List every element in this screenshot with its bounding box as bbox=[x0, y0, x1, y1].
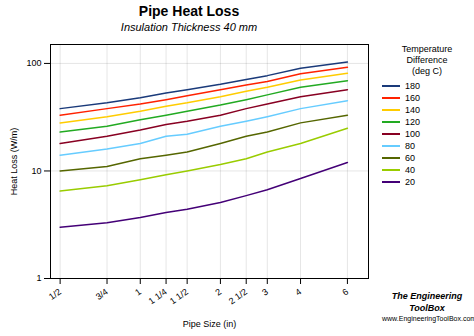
html-text:Insulation Thickness 40 mm: Insulation Thickness 40 mm bbox=[120, 21, 258, 33]
html-text:140: 140 bbox=[405, 105, 420, 115]
svg-text:3/4: 3/4 bbox=[94, 287, 110, 302]
svg-text:1/2: 1/2 bbox=[47, 287, 63, 302]
svg-text:1 1/2: 1 1/2 bbox=[168, 287, 190, 307]
html-text:Temperature Difference (deg C): Temperature Difference (deg C) bbox=[401, 44, 453, 76]
html-text:20: 20 bbox=[405, 177, 415, 187]
html-text:80: 80 bbox=[405, 141, 415, 151]
html-text:180: 180 bbox=[405, 81, 420, 91]
svg-text:100: 100 bbox=[26, 58, 41, 68]
html-text:The Engineering ToolBox: The Engineering ToolBox bbox=[391, 291, 463, 313]
html-text:Pipe Heat Loss: Pipe Heat Loss bbox=[138, 3, 240, 19]
svg-text:1: 1 bbox=[133, 287, 143, 298]
svg-text:Pipe Size (in): Pipe Size (in) bbox=[183, 319, 237, 329]
svg-text:2: 2 bbox=[213, 287, 223, 298]
svg-text:4: 4 bbox=[294, 287, 304, 298]
svg-text:1: 1 bbox=[36, 273, 41, 283]
html-text:160: 160 bbox=[405, 93, 420, 103]
html-text:60: 60 bbox=[405, 153, 415, 163]
html-text:100: 100 bbox=[405, 129, 420, 139]
svg-text:1 1/4: 1 1/4 bbox=[147, 287, 169, 307]
svg-text:2 1/2: 2 1/2 bbox=[227, 287, 249, 307]
svg-text:3: 3 bbox=[260, 287, 270, 298]
svg-text:6: 6 bbox=[340, 287, 350, 298]
svg-text:10: 10 bbox=[31, 166, 41, 176]
html-text:40: 40 bbox=[405, 165, 415, 175]
svg-text:Heat Loss (W/m): Heat Loss (W/m) bbox=[9, 128, 19, 196]
html-text:120: 120 bbox=[405, 117, 420, 127]
